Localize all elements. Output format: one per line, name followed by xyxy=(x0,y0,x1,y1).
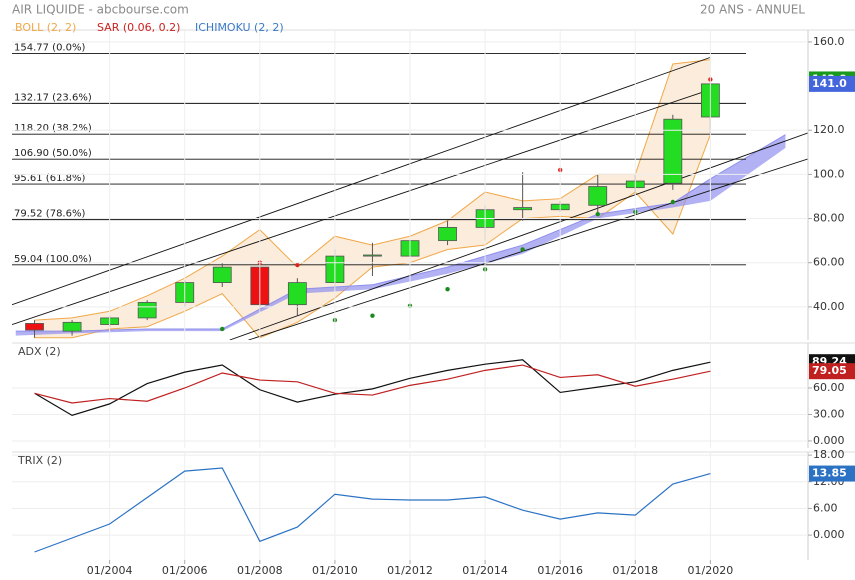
value-box xyxy=(809,75,855,92)
y-tick-label: 40.00 xyxy=(813,300,845,313)
candle-body xyxy=(363,254,382,257)
candle-body xyxy=(62,321,82,332)
trend-line xyxy=(248,158,808,340)
x-tick-label: 01/2018 xyxy=(612,564,658,577)
legend-sar: SAR (0.06, 0.2) xyxy=(97,21,180,34)
candle-body xyxy=(212,266,232,283)
sar-point xyxy=(670,199,676,205)
fibonacci-label: 132.17 (23.6%) xyxy=(14,92,92,103)
bollinger-fill xyxy=(34,59,711,338)
fibonacci-label: 79.52 (78.6%) xyxy=(14,209,85,220)
fibonacci-label: 154.77 (0.0%) xyxy=(14,42,85,53)
y-tick-label: 30.00 xyxy=(813,407,845,420)
x-tick-label: 01/2008 xyxy=(237,564,283,577)
value-box-label: 13.85 xyxy=(812,467,847,480)
panel-title: ADX (2) xyxy=(18,345,61,358)
y-tick-label: 80.00 xyxy=(813,212,845,225)
candle-body xyxy=(25,323,44,331)
sar-point xyxy=(520,247,525,252)
x-tick-label: 01/2020 xyxy=(688,564,734,577)
chart-title: AIR LIQUIDE - abcbourse.com xyxy=(12,3,189,17)
trend-line xyxy=(229,132,808,340)
fibonacci-label: 118.20 (38.2%) xyxy=(14,123,92,134)
value-box xyxy=(809,363,855,380)
sar-point xyxy=(445,287,450,292)
y-tick-label: 120.0 xyxy=(813,123,845,136)
candle-body xyxy=(438,226,457,242)
x-tick-label: 01/2014 xyxy=(462,564,508,577)
x-tick-label: 01/2012 xyxy=(387,564,433,577)
panel-title: TRIX (2) xyxy=(17,454,62,467)
x-tick-label: 01/2004 xyxy=(87,564,133,577)
indicator-line xyxy=(34,364,711,404)
value-box-label: 141.0 xyxy=(812,77,847,90)
trend-line xyxy=(12,56,711,306)
value-box-label: 79.05 xyxy=(812,364,847,377)
y-tick-label: 0.000 xyxy=(813,434,845,447)
chart-subtitle: 20 ANS - ANNUEL xyxy=(700,3,805,17)
trend-line xyxy=(12,87,715,325)
fibonacci-label: 59.04 (100.0%) xyxy=(14,254,92,265)
y-tick-label: 60.00 xyxy=(813,381,845,394)
fibonacci-label: 95.61 (61.8%) xyxy=(14,173,85,184)
y-tick-label: 0.000 xyxy=(813,528,845,541)
candle-body xyxy=(287,282,307,306)
candle-body xyxy=(513,207,533,211)
y-tick-label: 160.0 xyxy=(813,35,845,48)
y-tick-label: 18.00 xyxy=(813,448,845,461)
legend-boll: BOLL (2, 2) xyxy=(15,21,76,34)
fibonacci-label: 106.90 (50.0%) xyxy=(14,148,92,159)
sar-point xyxy=(220,326,225,332)
sar-point xyxy=(370,313,375,318)
y-tick-label: 60.00 xyxy=(813,256,845,269)
candle-body xyxy=(663,118,683,184)
x-tick-label: 01/2006 xyxy=(162,564,208,577)
candle-body xyxy=(137,302,157,319)
y-tick-label: 6.00 xyxy=(813,501,838,514)
x-tick-label: 01/2016 xyxy=(537,564,583,577)
y-tick-label: 100.0 xyxy=(813,167,845,180)
x-tick-label: 01/2010 xyxy=(312,564,358,577)
candle-body xyxy=(588,186,608,206)
sar-point xyxy=(295,262,300,268)
sar-point xyxy=(595,211,600,217)
value-box xyxy=(809,465,855,482)
indicator-line xyxy=(34,359,711,417)
indicator-line xyxy=(34,467,711,553)
legend-ichimoku: ICHIMOKU (2, 2) xyxy=(195,21,284,34)
